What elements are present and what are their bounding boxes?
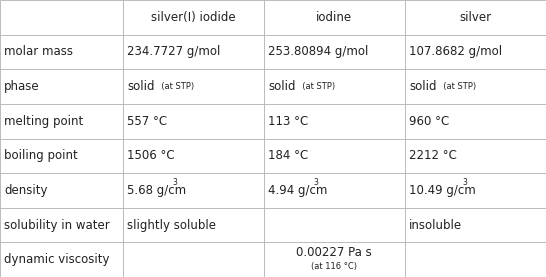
Bar xyxy=(0,138,123,173)
Bar xyxy=(123,208,264,242)
Text: 0.00227 Pa s: 0.00227 Pa s xyxy=(296,246,372,259)
Bar xyxy=(405,35,546,69)
Text: 1506 °C: 1506 °C xyxy=(127,149,175,162)
Text: (at STP): (at STP) xyxy=(297,82,335,91)
Text: insoluble: insoluble xyxy=(409,219,462,232)
Bar xyxy=(264,173,405,208)
Text: boiling point: boiling point xyxy=(4,149,78,162)
Text: 960 °C: 960 °C xyxy=(409,115,449,128)
Text: silver: silver xyxy=(459,11,491,24)
Bar xyxy=(405,69,546,104)
Text: 4.94 g/cm: 4.94 g/cm xyxy=(268,184,328,197)
Bar xyxy=(405,104,546,138)
Text: melting point: melting point xyxy=(4,115,84,128)
Bar xyxy=(123,173,264,208)
Bar xyxy=(264,69,405,104)
Bar xyxy=(264,104,405,138)
Text: 234.7727 g/mol: 234.7727 g/mol xyxy=(127,45,221,58)
Text: silver(I) iodide: silver(I) iodide xyxy=(151,11,235,24)
Text: solid: solid xyxy=(268,80,295,93)
Bar xyxy=(405,208,546,242)
Bar xyxy=(123,35,264,69)
Bar xyxy=(405,242,546,277)
Text: dynamic viscosity: dynamic viscosity xyxy=(4,253,110,266)
Text: 3: 3 xyxy=(313,178,318,187)
Text: (at STP): (at STP) xyxy=(156,82,194,91)
Text: (at STP): (at STP) xyxy=(438,82,476,91)
Text: solid: solid xyxy=(127,80,155,93)
Text: molar mass: molar mass xyxy=(4,45,73,58)
Bar xyxy=(0,242,123,277)
Bar xyxy=(0,0,123,35)
Bar xyxy=(0,69,123,104)
Bar xyxy=(405,173,546,208)
Bar xyxy=(123,104,264,138)
Text: solid: solid xyxy=(409,80,436,93)
Text: slightly soluble: slightly soluble xyxy=(127,219,216,232)
Bar xyxy=(264,0,405,35)
Bar xyxy=(0,208,123,242)
Text: solubility in water: solubility in water xyxy=(4,219,110,232)
Text: 3: 3 xyxy=(173,178,177,187)
Text: phase: phase xyxy=(4,80,40,93)
Text: iodine: iodine xyxy=(316,11,352,24)
Bar xyxy=(0,173,123,208)
Bar xyxy=(0,35,123,69)
Bar xyxy=(405,0,546,35)
Bar xyxy=(264,242,405,277)
Bar xyxy=(405,138,546,173)
Text: 5.68 g/cm: 5.68 g/cm xyxy=(127,184,186,197)
Text: density: density xyxy=(4,184,48,197)
Text: 3: 3 xyxy=(462,178,467,187)
Text: (at 116 °C): (at 116 °C) xyxy=(311,262,357,271)
Text: 253.80894 g/mol: 253.80894 g/mol xyxy=(268,45,369,58)
Bar xyxy=(123,138,264,173)
Bar xyxy=(123,242,264,277)
Text: 107.8682 g/mol: 107.8682 g/mol xyxy=(409,45,502,58)
Text: 113 °C: 113 °C xyxy=(268,115,308,128)
Text: 557 °C: 557 °C xyxy=(127,115,167,128)
Bar xyxy=(264,35,405,69)
Bar xyxy=(264,138,405,173)
Text: 184 °C: 184 °C xyxy=(268,149,308,162)
Text: 2212 °C: 2212 °C xyxy=(409,149,457,162)
Bar xyxy=(0,104,123,138)
Bar xyxy=(123,69,264,104)
Bar xyxy=(123,0,264,35)
Text: 10.49 g/cm: 10.49 g/cm xyxy=(409,184,476,197)
Bar xyxy=(264,208,405,242)
